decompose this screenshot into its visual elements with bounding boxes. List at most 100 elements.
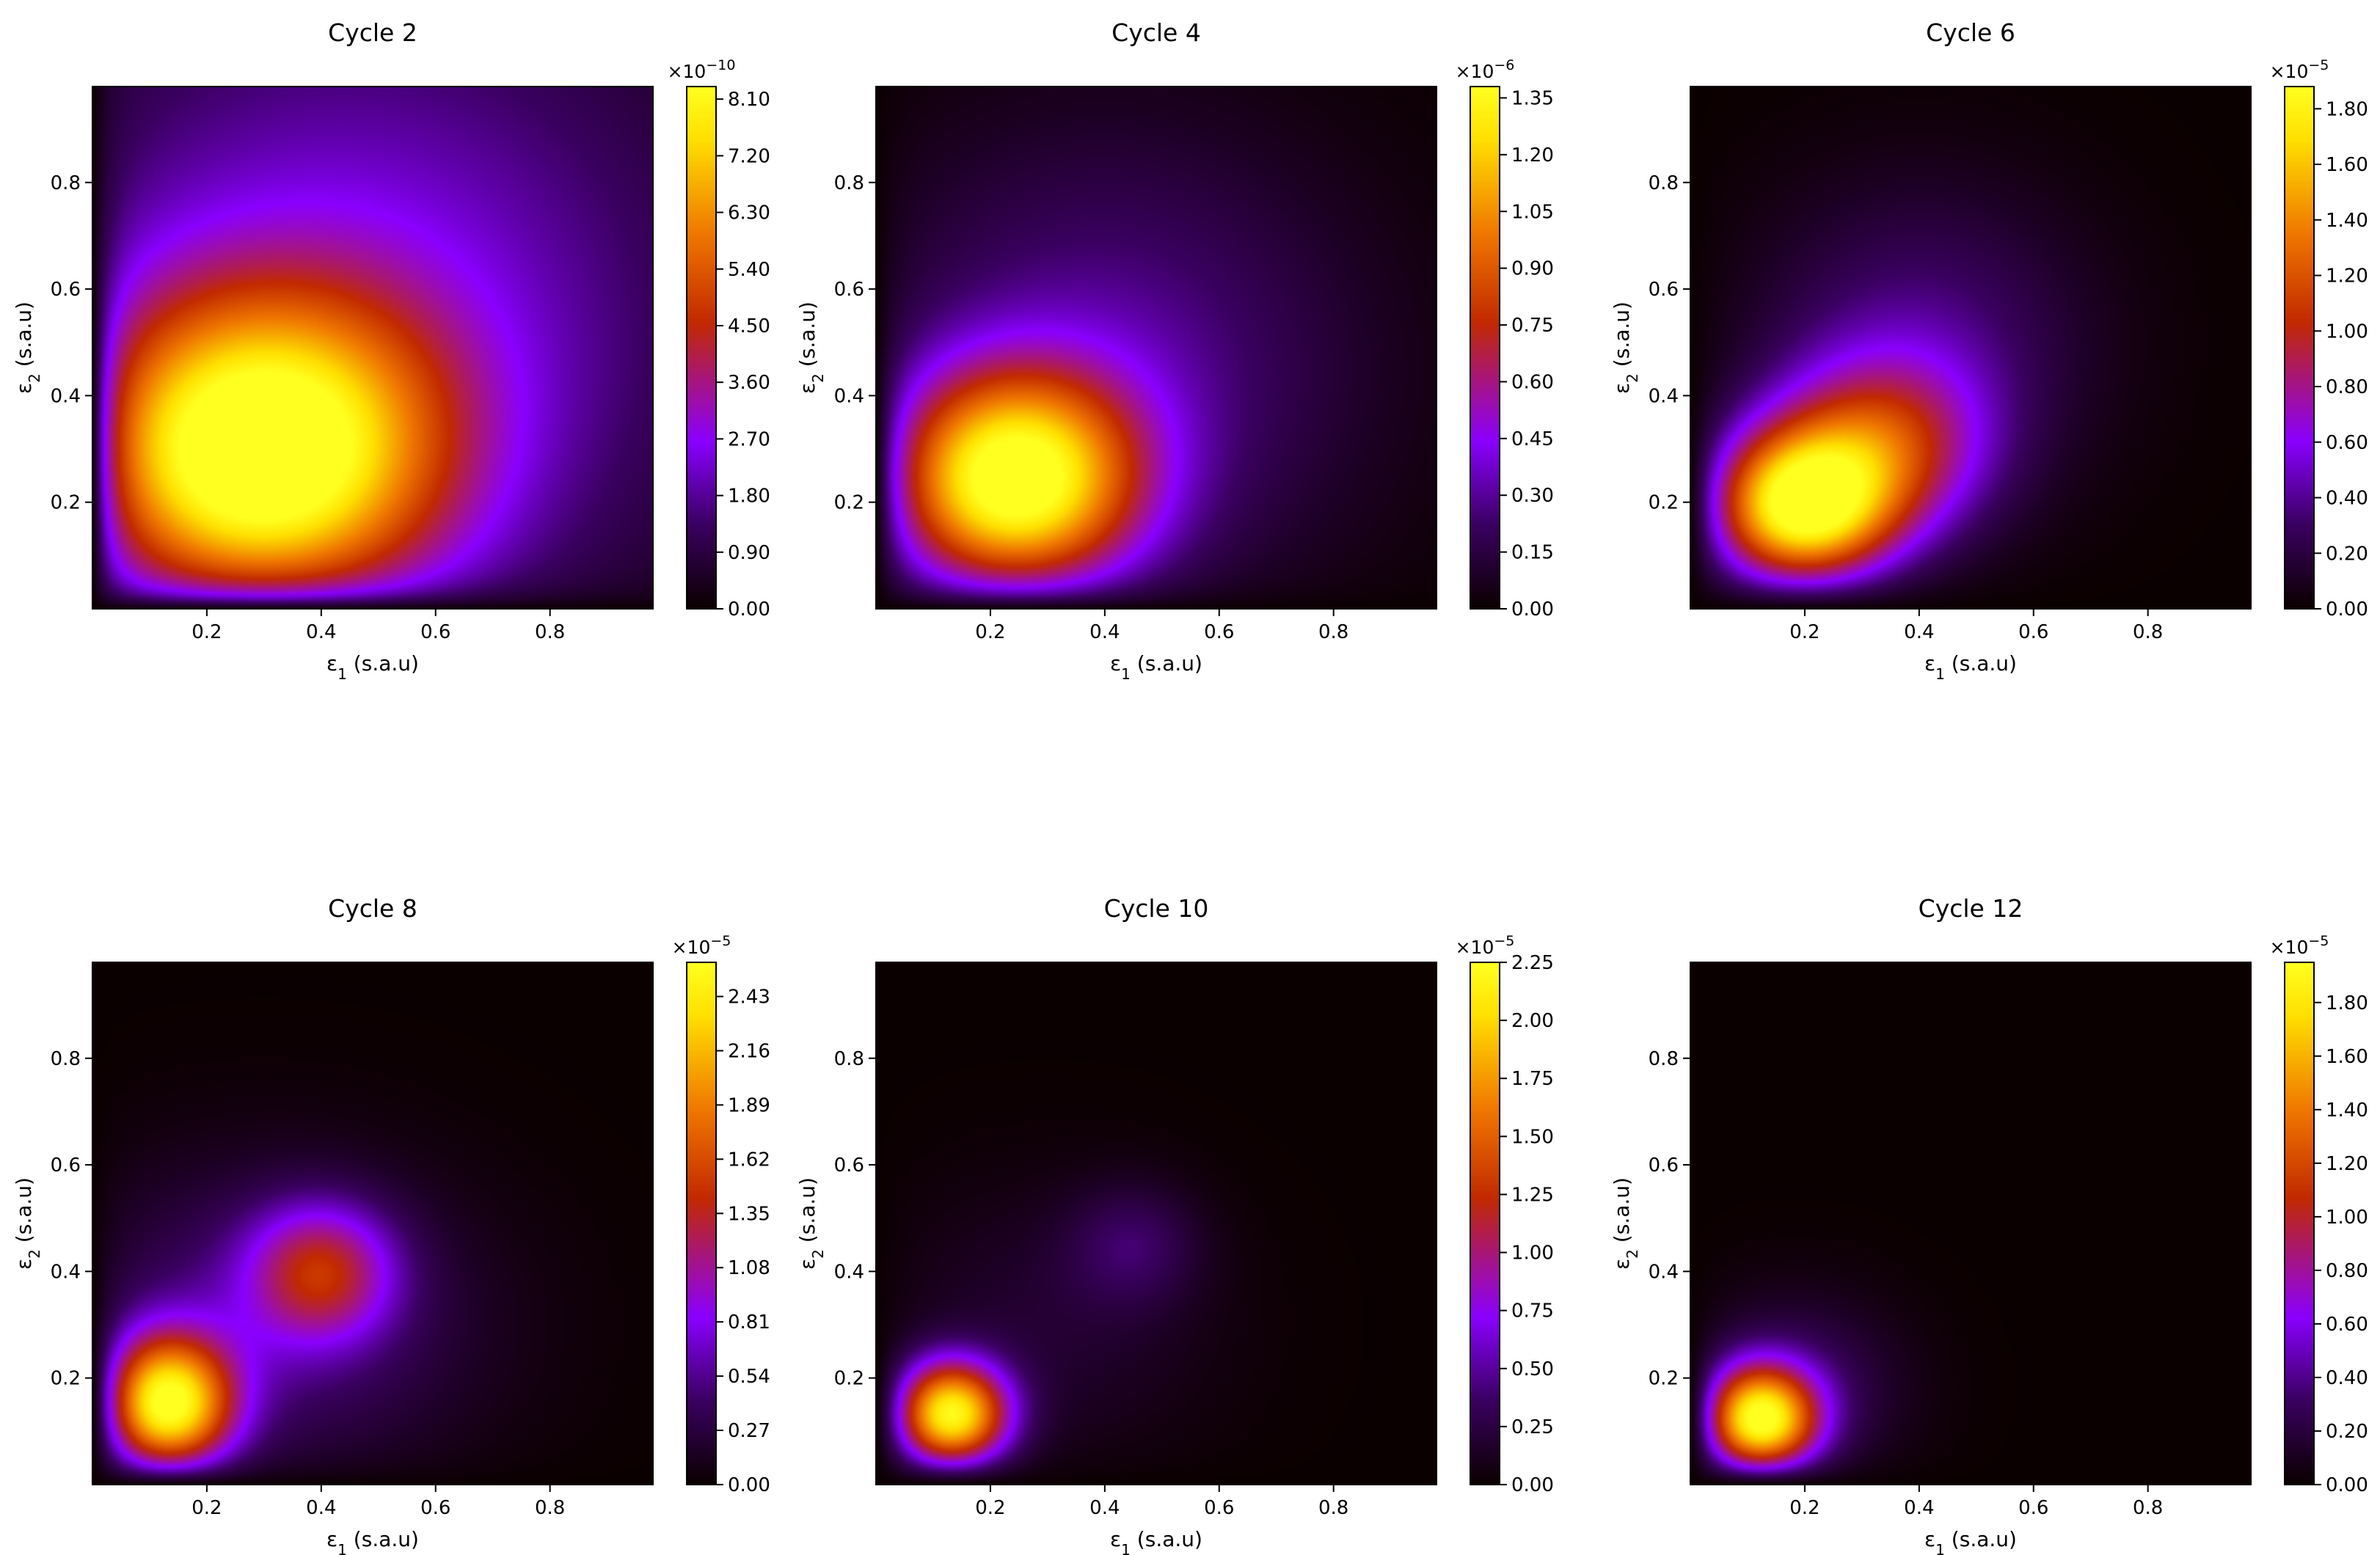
heatmap-image bbox=[1690, 962, 2251, 1485]
colorbar-tick-label: 1.00 bbox=[2326, 321, 2368, 343]
colorbar-tick-label: 1.60 bbox=[2326, 154, 2368, 176]
colorbar-tick-label: 1.80 bbox=[728, 486, 770, 508]
colorbar-exponent: ×10−5 bbox=[1456, 933, 1515, 958]
colorbar-tick-label: 0.40 bbox=[2326, 1367, 2368, 1389]
heatmap-image bbox=[92, 87, 653, 609]
colorbar-frame bbox=[686, 962, 717, 1485]
colorbar-tick-label: 0.00 bbox=[2326, 599, 2368, 621]
x-tick-label: 0.4 bbox=[306, 621, 336, 643]
y-tick-label: 0.8 bbox=[51, 1048, 81, 1070]
x-tick-label: 0.2 bbox=[975, 1497, 1005, 1519]
panel-title: Cycle 10 bbox=[1104, 894, 1209, 923]
y-axis-label: ε2 (s.a.u) bbox=[795, 1177, 827, 1270]
colorbar-exponent: ×10−5 bbox=[672, 933, 731, 958]
colorbar bbox=[1470, 87, 1500, 609]
y-tick-label: 0.2 bbox=[834, 1368, 864, 1390]
colorbar-tick-label: 2.43 bbox=[728, 987, 770, 1009]
colorbar-tick-label: 1.75 bbox=[1511, 1068, 1554, 1090]
x-tick-label: 0.6 bbox=[1204, 621, 1234, 643]
x-axis-label: ε1 (s.a.u) bbox=[326, 1527, 419, 1555]
panel-title: Cycle 12 bbox=[1919, 894, 2023, 923]
colorbar-tick-label: 1.89 bbox=[728, 1094, 770, 1116]
plot-frame bbox=[875, 86, 1437, 610]
plot-frame bbox=[92, 86, 654, 610]
colorbar-tick-label: 0.00 bbox=[728, 599, 770, 621]
plot-frame bbox=[92, 962, 654, 1485]
colorbar-frame bbox=[1470, 962, 1500, 1485]
colorbar-tick-label: 0.20 bbox=[2326, 1421, 2368, 1443]
heatmap-panel: Cycle 10 0.2 0.4 0.6 0.8 0.2 0.4 0.6 0.8 ε1 (s.a.… bbox=[795, 894, 1554, 1555]
x-tick-label: 0.2 bbox=[1789, 621, 1819, 643]
panel-title: Cycle 2 bbox=[328, 18, 417, 47]
heatmap-image bbox=[1690, 87, 2251, 609]
x-tick-label: 0.4 bbox=[1089, 621, 1120, 643]
colorbar-frame bbox=[686, 86, 717, 610]
y-tick-label: 0.2 bbox=[834, 492, 864, 514]
heatmap-panel: Cycle 12 0.2 0.4 0.6 0.8 0.2 0.4 0.6 0.8 ε1 (s.a.… bbox=[1610, 894, 2368, 1555]
colorbar-tick-label: 1.35 bbox=[728, 1203, 770, 1225]
colorbar-tick-label: 1.20 bbox=[2326, 1153, 2368, 1175]
heatmap-panel: Cycle 8 0.2 0.4 0.6 0.8 0.2 0.4 0.6 0.8 ε1 (s.a.u… bbox=[12, 894, 770, 1555]
colorbar-tick-label: 5.40 bbox=[728, 259, 770, 281]
y-tick-label: 0.8 bbox=[834, 1048, 864, 1070]
x-tick-label: 0.2 bbox=[191, 1497, 222, 1519]
y-tick-label: 0.2 bbox=[1649, 492, 1679, 514]
x-axis-label: ε1 (s.a.u) bbox=[1924, 651, 2017, 683]
colorbar bbox=[687, 962, 716, 1485]
colorbar-tick-label: 8.10 bbox=[728, 89, 770, 111]
heatmap-image bbox=[92, 962, 653, 1485]
x-axis-label: ε1 (s.a.u) bbox=[1110, 651, 1202, 683]
colorbar-exponent: ×10−10 bbox=[668, 57, 736, 82]
colorbar-tick-label: 1.20 bbox=[2326, 266, 2368, 288]
colorbar-tick-label: 1.50 bbox=[1511, 1126, 1554, 1148]
x-tick-label: 0.6 bbox=[2018, 1497, 2048, 1519]
x-tick-label: 0.4 bbox=[306, 1497, 336, 1519]
x-tick-label: 0.6 bbox=[420, 621, 450, 643]
x-tick-label: 0.6 bbox=[420, 1497, 450, 1519]
panel-title: Cycle 6 bbox=[1926, 18, 2015, 47]
y-tick-label: 0.6 bbox=[834, 279, 864, 301]
colorbar-tick-label: 1.20 bbox=[1511, 144, 1554, 167]
y-tick-label: 0.6 bbox=[51, 279, 81, 301]
x-tick-label: 0.6 bbox=[1204, 1497, 1234, 1519]
colorbar-tick-label: 2.00 bbox=[1511, 1010, 1554, 1032]
plot-frame bbox=[1690, 86, 2252, 610]
y-tick-label: 0.6 bbox=[834, 1155, 864, 1177]
y-tick-label: 0.8 bbox=[1649, 1048, 1679, 1070]
colorbar-tick-label: 1.80 bbox=[2326, 98, 2368, 120]
y-tick-label: 0.4 bbox=[51, 385, 81, 407]
colorbar-tick-label: 0.40 bbox=[2326, 488, 2368, 510]
colorbar-tick-label: 0.81 bbox=[728, 1311, 770, 1333]
colorbar-tick-label: 0.75 bbox=[1511, 315, 1554, 337]
colorbar-tick-label: 0.60 bbox=[2326, 432, 2368, 454]
y-tick-label: 0.8 bbox=[1649, 172, 1679, 194]
x-tick-label: 0.2 bbox=[191, 621, 222, 643]
colorbar-tick-label: 0.00 bbox=[728, 1474, 770, 1496]
colorbar-tick-label: 0.45 bbox=[1511, 428, 1554, 450]
colorbar-exponent: ×10−5 bbox=[2270, 933, 2329, 958]
y-axis-label: ε2 (s.a.u) bbox=[1610, 1177, 1641, 1270]
colorbar-tick-label: 0.90 bbox=[1511, 258, 1554, 280]
y-tick-label: 0.4 bbox=[1649, 385, 1679, 407]
x-tick-label: 0.8 bbox=[2133, 1497, 2163, 1519]
x-tick-label: 0.8 bbox=[1318, 621, 1348, 643]
x-tick-label: 0.8 bbox=[2133, 621, 2163, 643]
colorbar-tick-label: 0.54 bbox=[728, 1366, 770, 1388]
colorbar-tick-label: 7.20 bbox=[728, 145, 770, 167]
plot-frame bbox=[875, 962, 1437, 1485]
y-tick-label: 0.2 bbox=[51, 492, 81, 514]
colorbar-tick-label: 2.70 bbox=[728, 428, 770, 450]
plot-frame bbox=[1690, 962, 2252, 1485]
x-tick-label: 0.8 bbox=[535, 1497, 565, 1519]
colorbar-tick-label: 1.08 bbox=[728, 1257, 770, 1279]
heatmap-panel: Cycle 2 0.2 0.4 0.6 0.8 0.2 0.4 0.6 0.8 ε1 (s.a.u… bbox=[12, 18, 770, 683]
colorbar-tick-label: 2.16 bbox=[728, 1040, 770, 1062]
colorbar-exponent: ×10−5 bbox=[2270, 57, 2329, 82]
colorbar-tick-label: 3.60 bbox=[728, 372, 770, 394]
colorbar-tick-label: 1.62 bbox=[728, 1149, 770, 1171]
colorbar-tick-label: 0.00 bbox=[1511, 599, 1554, 621]
colorbar-tick-label: 1.05 bbox=[1511, 201, 1554, 223]
heatmap-panel: Cycle 6 0.2 0.4 0.6 0.8 0.2 0.4 0.6 0.8 ε1 (s.a.u… bbox=[1610, 18, 2368, 683]
y-tick-label: 0.6 bbox=[1649, 1155, 1679, 1177]
